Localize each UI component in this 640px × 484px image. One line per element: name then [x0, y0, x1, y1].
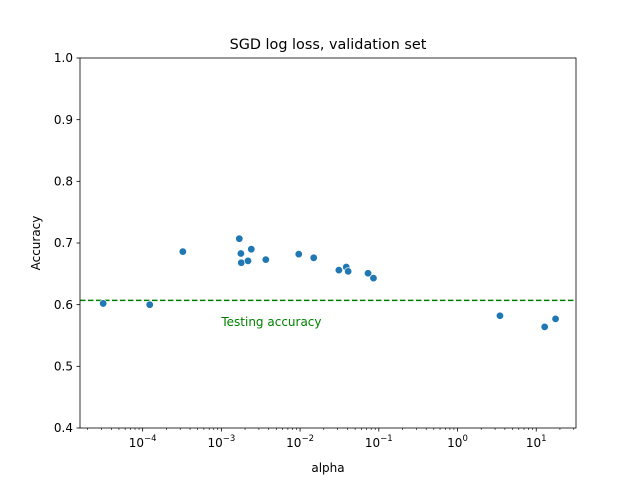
reference-line-layer: Testing accuracy — [80, 299, 576, 329]
data-point — [294, 250, 303, 259]
testing-accuracy-label: Testing accuracy — [220, 315, 321, 329]
data-point — [261, 255, 270, 264]
y-tick-label: 0.6 — [54, 298, 73, 312]
data-point — [364, 269, 373, 278]
y-tick-label: 0.5 — [54, 360, 73, 374]
data-points-layer — [99, 234, 560, 331]
x-tick-label: 10−1 — [365, 434, 393, 450]
data-point — [309, 253, 318, 262]
data-point — [495, 311, 504, 320]
x-axis-label: alpha — [311, 461, 344, 475]
data-point — [99, 299, 108, 308]
chart-title: SGD log loss, validation set — [230, 37, 427, 53]
data-point — [178, 247, 187, 256]
y-tick-label: 0.9 — [54, 113, 73, 127]
x-tick-label: 100 — [447, 434, 468, 450]
x-tick-label: 10−2 — [286, 434, 314, 450]
data-point — [551, 314, 560, 323]
data-point — [369, 274, 378, 283]
data-point — [244, 256, 253, 265]
y-tick-label: 0.7 — [54, 236, 73, 250]
x-tick-label: 10−4 — [129, 434, 157, 450]
x-tick-label: 101 — [526, 434, 547, 450]
x-tick-label: 10−3 — [207, 434, 235, 450]
data-point — [540, 322, 549, 331]
data-point — [334, 266, 343, 275]
y-tick-label: 1.0 — [54, 51, 73, 65]
y-tick-label: 0.8 — [54, 175, 73, 189]
data-point — [237, 258, 246, 267]
y-axis-label: Accuracy — [29, 216, 43, 271]
data-point — [247, 245, 256, 254]
axes-layer: 0.4 0.5 0.6 0.7 0.8 0.9 1.0 10−4 10−3 10−2 10−1 100… — [54, 51, 577, 450]
data-point — [145, 300, 154, 309]
data-point — [236, 249, 245, 258]
data-point — [344, 267, 353, 276]
data-point — [235, 234, 244, 243]
y-tick-label: 0.4 — [54, 421, 73, 435]
